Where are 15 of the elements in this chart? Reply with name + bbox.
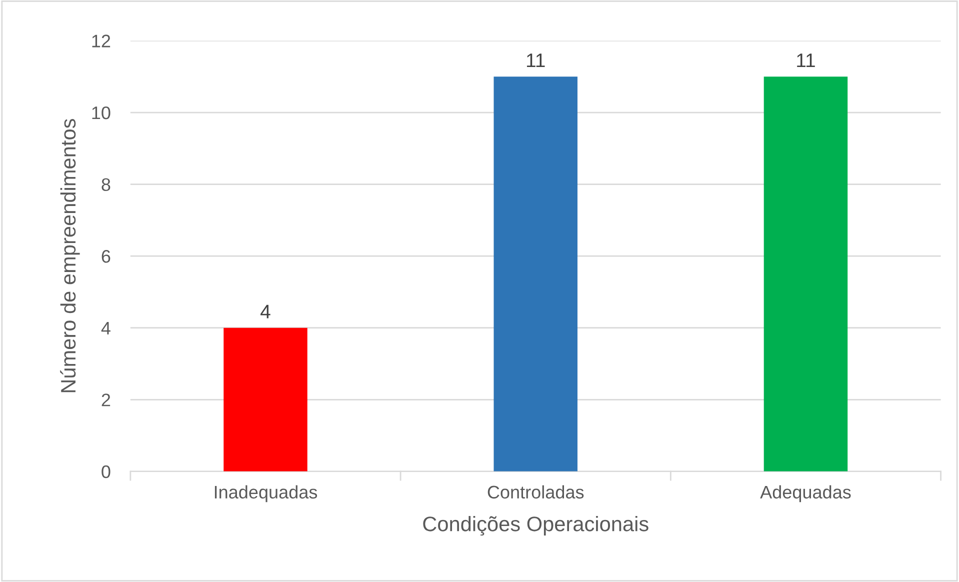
y-tick-label: 2 [102,394,110,406]
y-tick-label: 6 [102,250,110,263]
x-tick-label: Controladas [488,485,584,499]
data-label: 11 [526,54,545,68]
data-label: 4 [260,304,270,318]
x-tick-label: Adequadas [760,485,851,502]
y-tick-label: 0 [102,465,110,478]
y-tick-label: 4 [101,322,110,334]
x-axis-title: Condições Operacionais [423,516,648,536]
y-axis-title: Número de empreendimentos [60,119,80,392]
data-label: 11 [797,54,815,68]
y-tick-label: 10 [92,106,110,120]
y-tick-label: 8 [102,178,110,192]
y-tick-label: 12 [92,34,110,48]
x-tick-label: Inadequadas [214,485,318,502]
